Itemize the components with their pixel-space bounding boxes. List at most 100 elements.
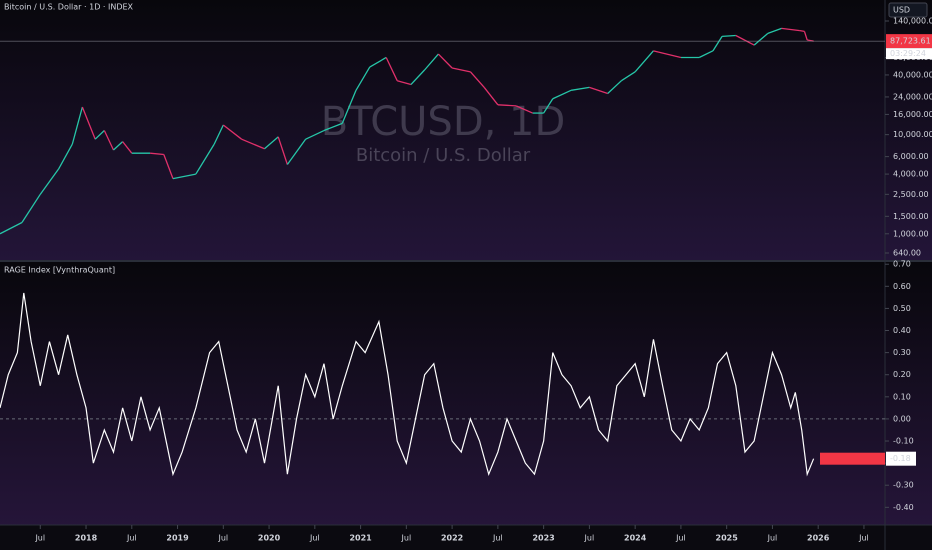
price-segment [0,221,23,235]
y-tick-label: 140,000.00 [893,17,932,26]
price-segment [607,80,622,94]
x-tick-label: Jul [34,534,45,543]
price-segment [698,50,714,59]
price-segment [369,56,387,68]
indicator-line [0,292,815,477]
price-segment [410,69,426,85]
y-tick-label: 16,000.00 [893,110,932,119]
x-tick-label: 2024 [624,534,647,543]
price-segment [341,90,357,124]
price-segment [150,152,164,156]
y-tick-label: 1,500.00 [893,212,929,221]
x-tick-label: Jul [309,534,320,543]
y-tick-label: 2,500.00 [893,190,929,199]
indicator-title: RAGE Index [VynthraQuant] [4,266,115,275]
y-tick-label: 4,000.00 [893,170,929,179]
price-segment [94,130,105,140]
price-segment [570,86,590,91]
price-segment [172,173,196,180]
price-segment [39,168,60,195]
price-segment [767,27,782,34]
price-segment [483,86,499,106]
price-segment [424,53,439,71]
x-tick-label: Jul [858,534,869,543]
y-tick-label: -0.40 [893,503,914,512]
price-segment [589,86,608,95]
price-segment [58,143,73,170]
price-segment [799,29,805,33]
y-tick-label: -0.10 [893,437,914,446]
price-segment [451,67,471,73]
x-tick-label: Jul [126,534,137,543]
price-segment [277,136,288,165]
price-segment [722,34,736,38]
y-tick-label: -0.30 [893,481,914,490]
price-segment [195,143,215,175]
price-segment [385,57,398,81]
last-value-box [886,451,916,466]
price-segment [264,136,279,150]
x-tick-label: 2018 [75,534,98,543]
y-tick-label: 0.70 [893,260,911,269]
price-segment [103,130,115,151]
x-tick-label: 2019 [166,534,189,543]
price-segment [222,124,243,140]
price-segment [653,50,682,59]
y-tick-label: 1,000.00 [893,229,929,238]
x-tick-label: Jul [217,534,228,543]
x-tick-label: 2020 [258,534,281,543]
price-segment [355,66,371,91]
price-segment [552,89,572,100]
y-tick-label: 0.30 [893,348,911,357]
last-price-label: 87,723.61 [890,37,931,46]
x-tick-label: Jul [401,534,412,543]
symbol-title: Bitcoin / U.S. Dollar · 1D · INDEX [4,3,134,12]
y-tick-label: 0.60 [893,282,911,291]
last-value-tag [820,452,885,465]
watermark-subtitle: Bitcoin / U.S. Dollar [356,145,531,166]
price-segment [286,138,307,165]
x-tick-label: Jul [492,534,503,543]
currency-box[interactable] [888,2,928,18]
y-tick-label: 0.00 [893,414,911,423]
y-tick-label: 6,000.00 [893,152,929,161]
price-segment [71,106,83,145]
y-tick-label: 0.50 [893,304,911,313]
watermark: BTCUSD, 1D [321,99,566,145]
x-tick-label: Jul [675,534,686,543]
last-price-box [886,34,932,49]
countdown-box [886,48,932,60]
price-segment [497,104,517,107]
price-segment [163,154,174,179]
price-segment [803,31,808,41]
y-tick-label: 0.20 [893,370,911,379]
indicator-pane [0,262,932,525]
x-tick-label: 2023 [532,534,554,543]
y-tick-label: 0.10 [893,392,911,401]
x-tick-label: 2022 [441,534,463,543]
price-segment [213,124,224,145]
last-value-label: -0.18 [890,454,911,463]
currency: USD [893,6,910,15]
y-tick-label: 40,000.00 [893,70,932,79]
x-tick-label: 2026 [807,534,830,543]
x-tick-label: 2021 [349,534,372,543]
price-segment [543,98,554,114]
price-segment [515,105,533,114]
y-tick-label: 10,000.00 [893,130,932,139]
price-segment [305,129,325,140]
price-segment [81,106,96,140]
price-segment [753,32,769,46]
x-tick-label: Jul [767,534,778,543]
y-tick-label: 24,000.00 [893,92,932,101]
x-tick-label: Jul [584,534,595,543]
price-segment [122,141,133,154]
price-segment [241,138,265,150]
countdown: 03:29:24 [890,49,926,58]
price-segment [621,71,636,82]
price-segment [634,50,654,73]
price-segment [113,141,124,151]
price-segment [735,34,755,46]
price-segment [437,53,453,69]
